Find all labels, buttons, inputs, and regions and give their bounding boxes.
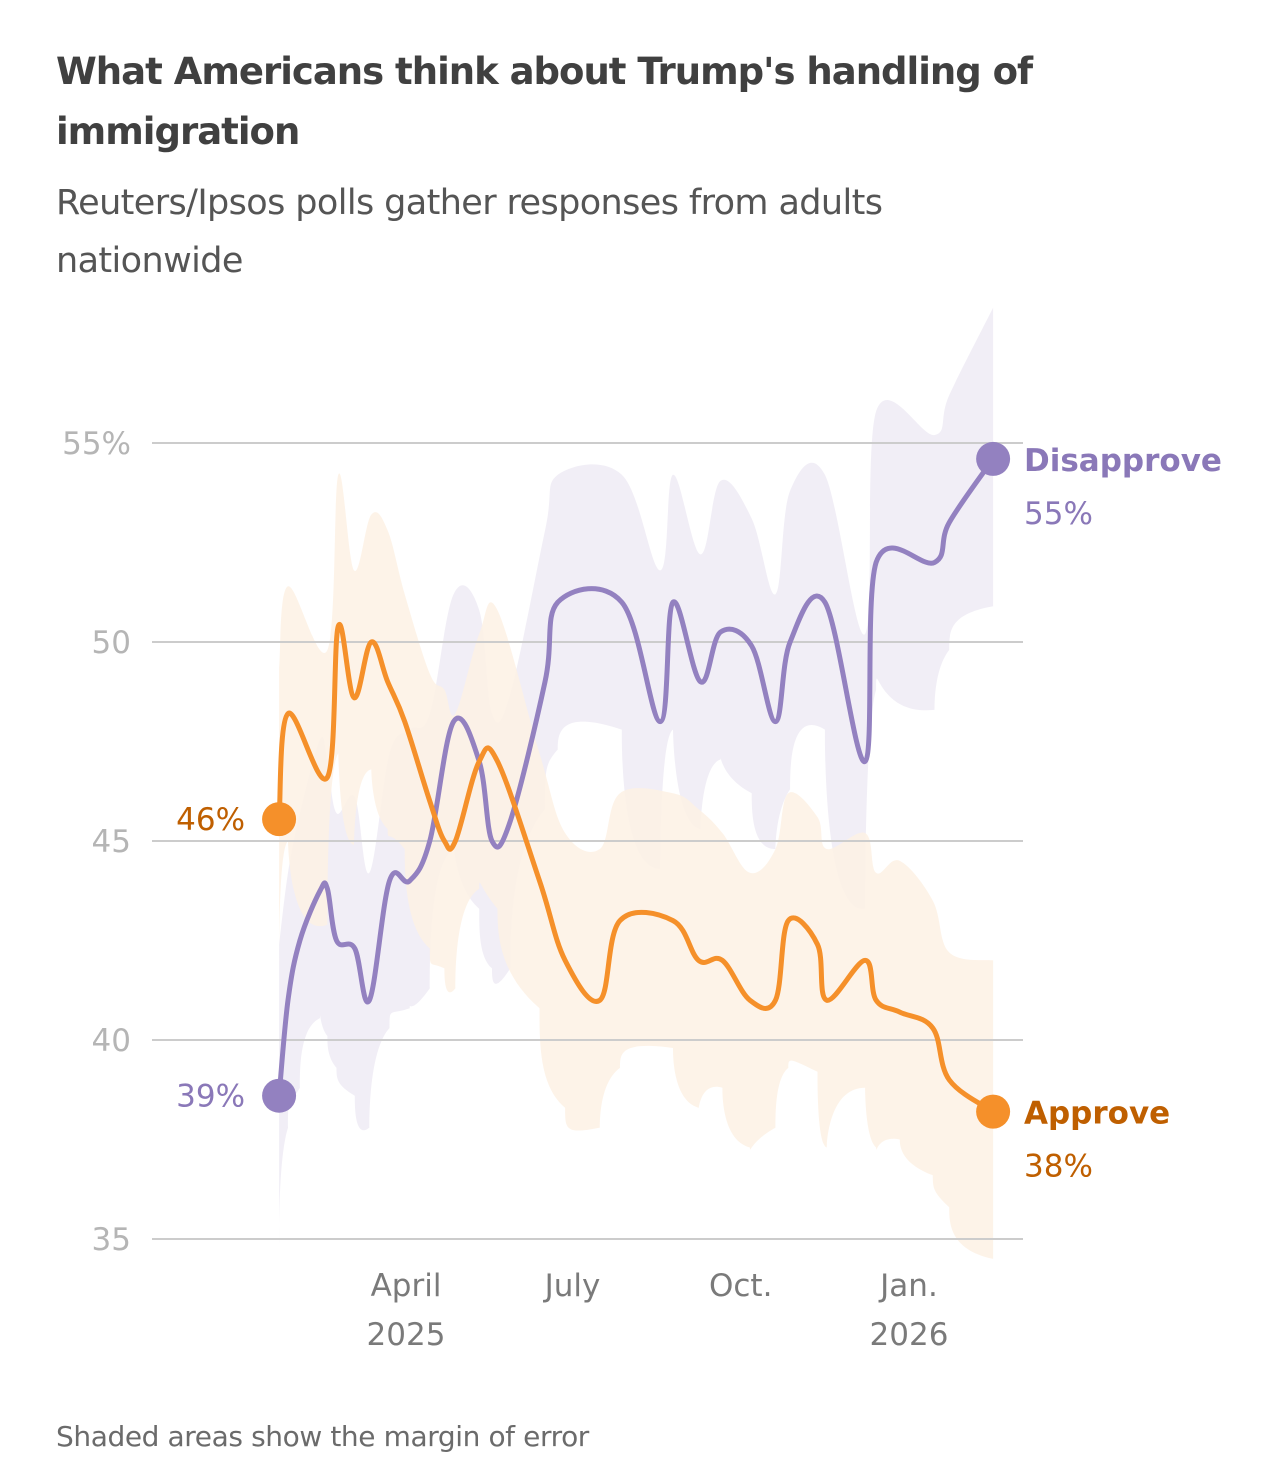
approve-start-point bbox=[262, 802, 297, 837]
x-axis-ticks: April 2025 July Oct. Jan. 2026 bbox=[367, 1268, 949, 1353]
disapprove-margin-band bbox=[279, 307, 994, 1243]
footnote: Shaded areas show the margin of error bbox=[56, 1420, 589, 1453]
approve-start-label: 46% bbox=[176, 802, 245, 838]
x-tick-year-label: 2026 bbox=[870, 1317, 949, 1353]
disapprove-start-label: 39% bbox=[176, 1079, 245, 1115]
disapprove-series-name: Disapprove bbox=[1024, 443, 1222, 479]
gridlines bbox=[152, 442, 1023, 1240]
disapprove-start-point bbox=[262, 1078, 297, 1113]
y-axis-ticks: 55% 50 45 40 35 bbox=[62, 426, 131, 1258]
approve-end-point bbox=[976, 1094, 1011, 1129]
x-tick-label: April bbox=[371, 1268, 442, 1304]
approve-margin-band bbox=[279, 473, 994, 1259]
disapprove-end-label: 55% bbox=[1024, 496, 1093, 532]
x-tick-year-label: 2025 bbox=[367, 1317, 446, 1353]
x-tick-label: July bbox=[543, 1268, 601, 1304]
y-tick-label: 50 bbox=[92, 625, 131, 661]
series-labels: 39% Disapprove 55% 46% Approve 38% bbox=[176, 443, 1222, 1185]
approve-series-name: Approve bbox=[1024, 1096, 1170, 1132]
chart-title: What Americans think about Trump's handl… bbox=[56, 50, 1033, 153]
approve-line bbox=[276, 621, 996, 1115]
series-lines bbox=[262, 441, 1011, 1129]
chart-subtitle: Reuters/Ipsos polls gather responses fro… bbox=[56, 183, 883, 281]
disapprove-end-point bbox=[976, 441, 1011, 476]
y-tick-label: 35 bbox=[92, 1222, 131, 1258]
y-tick-label: 40 bbox=[92, 1023, 131, 1059]
x-tick-label: Oct. bbox=[709, 1268, 772, 1304]
x-tick-label: Jan. bbox=[878, 1268, 938, 1304]
margin-bands bbox=[279, 307, 994, 1259]
approve-end-label: 38% bbox=[1024, 1149, 1093, 1185]
y-tick-label: 45 bbox=[92, 824, 131, 860]
y-tick-label: 55% bbox=[62, 426, 131, 462]
disapprove-line bbox=[276, 456, 996, 1099]
